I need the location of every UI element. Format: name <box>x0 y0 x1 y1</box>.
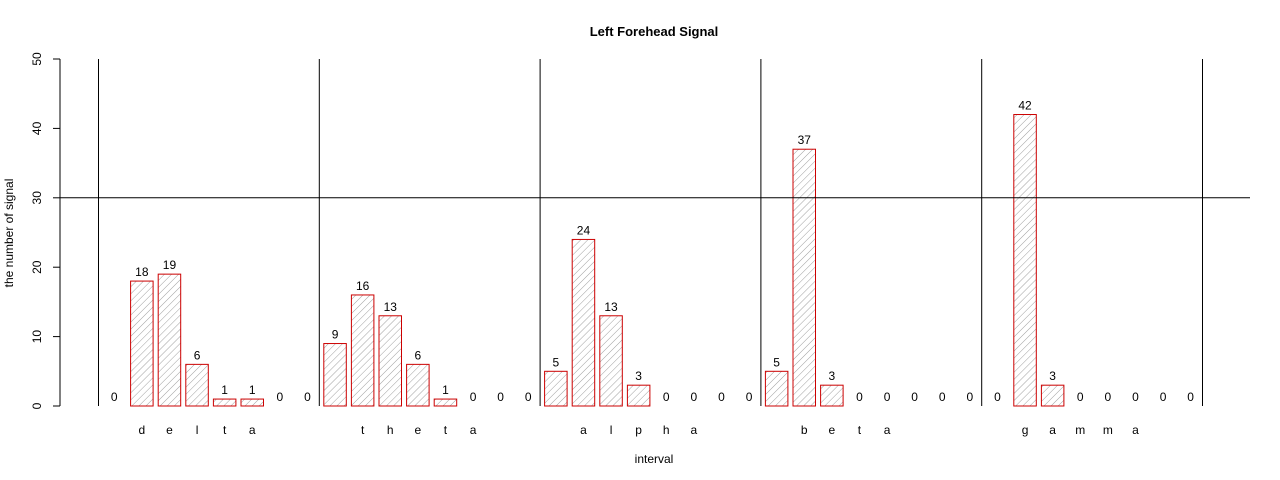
bar <box>1013 114 1037 407</box>
value-labels: 0 18 19 6 1 1 0 0 9 16 13 6 1 0 0 0 5 24 13 3 0 0 0 0 5 37 3 0 0 0 0 0 0… <box>111 99 1194 404</box>
bar-value-label: 0 <box>691 390 698 404</box>
bar-value-label: 0 <box>277 390 284 404</box>
bar <box>792 148 816 407</box>
bar-value-label: 9 <box>332 328 339 342</box>
bar <box>130 280 154 407</box>
bar-value-label: 5 <box>553 355 560 369</box>
bar-value-label: 1 <box>249 383 256 397</box>
bar <box>406 363 430 407</box>
group-letter: g <box>1022 423 1029 437</box>
group-letter: h <box>663 423 670 437</box>
y-ticks: 0 10 20 30 40 50 <box>30 52 60 409</box>
group-letter: t <box>858 423 862 437</box>
group-letter: e <box>829 423 836 437</box>
group-letter: a <box>580 423 587 437</box>
group-letter: m <box>1075 423 1085 437</box>
bar <box>544 370 568 407</box>
bar-value-label: 0 <box>663 390 670 404</box>
bar-value-label: 19 <box>163 258 177 272</box>
y-tick-label: 50 <box>30 52 44 66</box>
bar-value-label: 0 <box>111 390 118 404</box>
bar-value-label: 13 <box>604 300 618 314</box>
bar-value-label: 1 <box>221 383 228 397</box>
bar <box>764 370 789 407</box>
bar-value-label: 0 <box>718 390 725 404</box>
bar-value-label: 1 <box>442 383 449 397</box>
bar-value-label: 0 <box>911 390 918 404</box>
bar <box>323 343 347 407</box>
bar-value-label: 6 <box>194 348 201 362</box>
bar-value-label: 6 <box>415 348 422 362</box>
bar-value-label: 13 <box>384 300 398 314</box>
group-letter: t <box>223 423 227 437</box>
bar-value-label: 37 <box>798 133 812 147</box>
group-letter: p <box>635 423 642 437</box>
bar-value-label: 0 <box>497 390 504 404</box>
bar <box>1040 384 1065 407</box>
bar-value-label: 0 <box>746 390 753 404</box>
bar <box>240 398 264 407</box>
group-letter: m <box>1103 423 1113 437</box>
bar <box>599 315 623 407</box>
group-letter: a <box>691 423 698 437</box>
bar <box>433 398 458 407</box>
bar-value-label: 0 <box>1077 390 1084 404</box>
x-axis-label: interval <box>635 452 674 466</box>
bar-value-label: 24 <box>577 223 591 237</box>
bar <box>820 384 844 407</box>
y-tick-label: 30 <box>30 191 44 205</box>
bar-value-label: 0 <box>1160 390 1167 404</box>
group-letter: l <box>196 423 199 437</box>
bar <box>212 398 237 407</box>
bar-value-label: 18 <box>135 265 149 279</box>
group-letter: e <box>415 423 422 437</box>
y-tick-label: 10 <box>30 330 44 344</box>
group-letter: e <box>166 423 173 437</box>
bar-value-label: 3 <box>635 369 642 383</box>
bar-value-label: 0 <box>304 390 311 404</box>
bar-value-label: 0 <box>884 390 891 404</box>
y-tick-label: 0 <box>30 402 44 409</box>
bar-value-label: 0 <box>470 390 477 404</box>
group-letter: t <box>361 423 365 437</box>
y-axis-label: the number of signal <box>2 179 16 288</box>
bar <box>185 363 209 407</box>
bar-value-label: 5 <box>773 355 780 369</box>
bar-value-label: 16 <box>356 279 370 293</box>
bar-value-label: 0 <box>525 390 532 404</box>
group-letter: a <box>1049 423 1056 437</box>
bar <box>157 273 182 407</box>
bar-value-label: 0 <box>967 390 974 404</box>
bar <box>350 294 375 407</box>
group-letter: l <box>610 423 613 437</box>
chart-title: Left Forehead Signal <box>590 24 719 39</box>
bar-value-label: 0 <box>1132 390 1139 404</box>
bar-value-label: 0 <box>994 390 1001 404</box>
y-tick-label: 20 <box>30 260 44 274</box>
group-letter: b <box>801 423 808 437</box>
group-letter: a <box>249 423 256 437</box>
bars <box>130 114 1065 407</box>
group-letter: h <box>387 423 394 437</box>
bar-value-label: 0 <box>1105 390 1112 404</box>
group-separators <box>98 59 1203 406</box>
bar-value-label: 3 <box>829 369 836 383</box>
group-letter: t <box>444 423 448 437</box>
group-letter: a <box>1132 423 1139 437</box>
bar-value-label: 0 <box>939 390 946 404</box>
bar <box>378 315 402 407</box>
bar-value-label: 3 <box>1049 369 1056 383</box>
group-letter: d <box>139 423 146 437</box>
group-letter: a <box>884 423 891 437</box>
bar-value-label: 0 <box>1187 390 1194 404</box>
group-letter: a <box>470 423 477 437</box>
bar-value-label: 0 <box>856 390 863 404</box>
bar <box>571 238 596 407</box>
bar <box>626 384 651 407</box>
bar-value-label: 42 <box>1018 99 1032 113</box>
y-tick-label: 40 <box>30 121 44 135</box>
